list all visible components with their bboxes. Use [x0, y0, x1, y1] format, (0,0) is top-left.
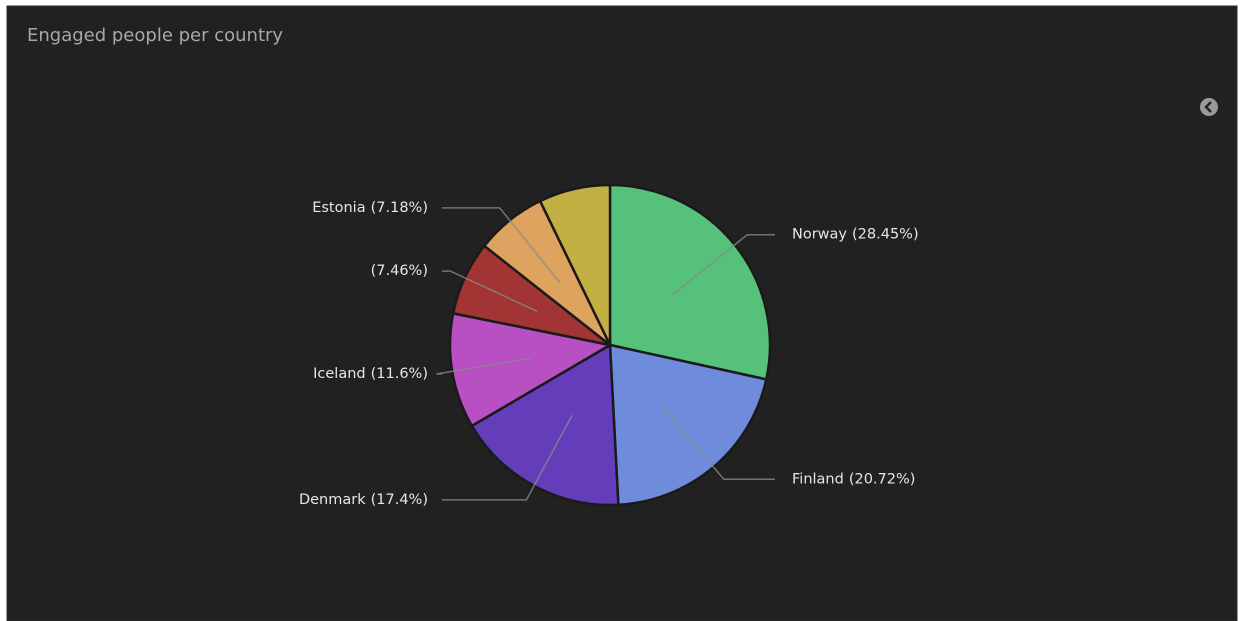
- slice-label: (7.46%): [371, 263, 428, 279]
- slice-value-label: (7.46%): [371, 263, 428, 279]
- slice-value-label: (7.18%): [371, 200, 428, 216]
- slice-value-label: (20.72%): [849, 471, 916, 487]
- leader-line: [442, 207, 561, 284]
- slice-category: Denmark: [299, 492, 366, 508]
- slice-category: Iceland: [313, 366, 365, 382]
- leader-line: [661, 405, 775, 481]
- slice-category: Finland: [792, 471, 844, 487]
- slice-label: Denmark (17.4%): [299, 492, 428, 508]
- chart-title: Engaged people per country: [27, 25, 283, 46]
- leader-line: [671, 233, 775, 296]
- leader-line: [436, 357, 532, 375]
- slice-value-label: (11.6%): [371, 366, 428, 382]
- panel-menu-icon[interactable]: [1200, 98, 1218, 116]
- slice-category: Norway: [792, 227, 847, 243]
- slice-label: Finland (20.72%): [792, 471, 915, 487]
- slice-label: Estonia (7.18%): [312, 200, 428, 216]
- slice-category: Estonia: [312, 200, 365, 216]
- slice-value-label: (28.45%): [852, 227, 919, 243]
- slice-value-label: (17.4%): [371, 492, 428, 508]
- pie-slice: [538, 183, 612, 346]
- slice-label: Norway (28.45%): [792, 227, 919, 243]
- leader-line: [442, 415, 573, 501]
- slice-label: Iceland (11.6%): [313, 366, 428, 382]
- leader-line: [442, 270, 538, 313]
